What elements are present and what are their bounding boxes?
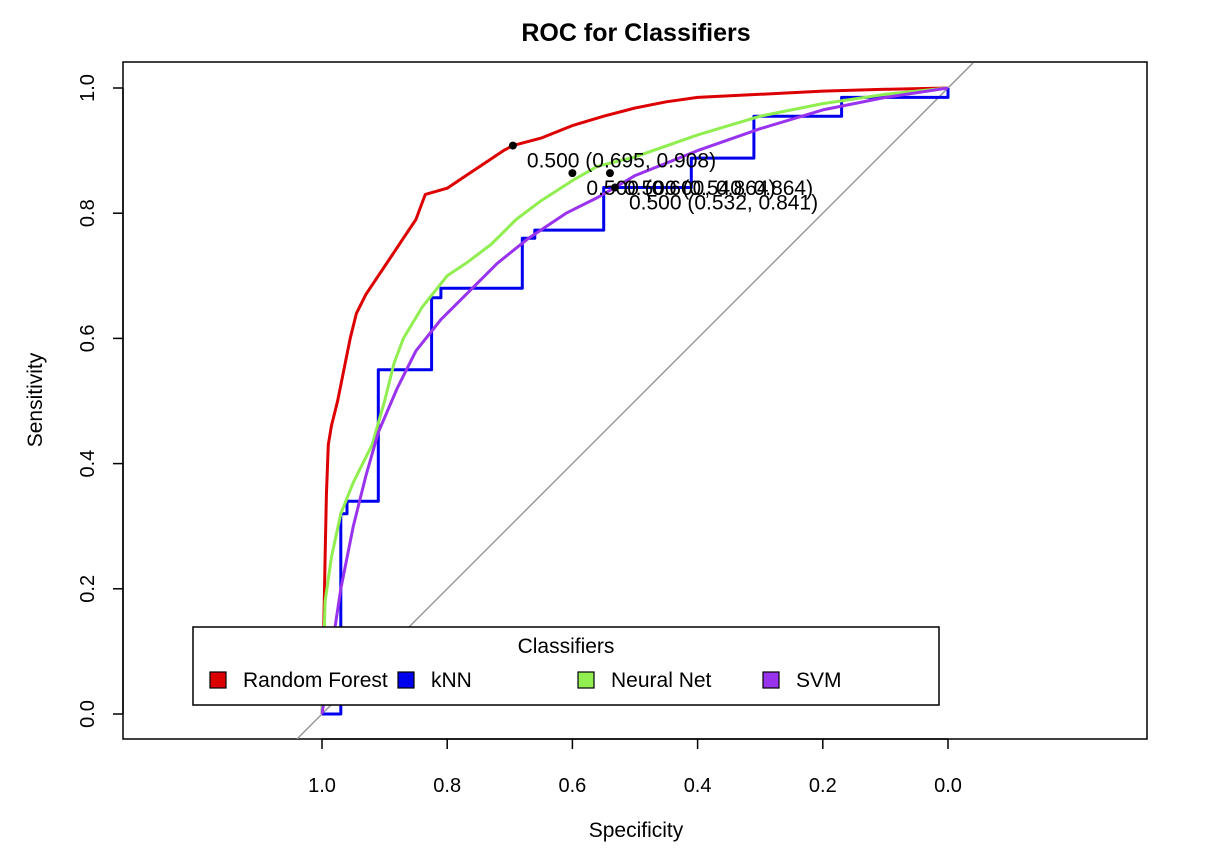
legend-swatch-random-forest xyxy=(209,671,227,689)
y-tick-label: 0.2 xyxy=(77,575,99,603)
threshold-point xyxy=(610,183,619,192)
x-tick-label: 0.4 xyxy=(684,775,712,797)
legend-label-svm: SVM xyxy=(796,669,842,692)
threshold-point xyxy=(508,141,517,150)
y-tick-label: 0.0 xyxy=(77,700,99,728)
x-axis-label: Specificity xyxy=(589,819,684,842)
legend-label-neural-net: Neural Net xyxy=(611,669,712,692)
threshold-point xyxy=(605,169,614,178)
series-line-random-forest xyxy=(320,86,949,715)
y-tick-label: 0.8 xyxy=(77,199,99,227)
plot-layer: 1.0 0.8 0.6 0.4 0.2 0.0 0.0 0.2 0.4 0.6 0.8 1.0 0.50… xyxy=(77,62,974,797)
legend-box xyxy=(192,626,940,706)
threshold-label: 0.500 (0.540, 0.864) xyxy=(624,177,813,200)
y-tick-label: 0.6 xyxy=(77,324,99,352)
legend-label-random-forest: Random Forest xyxy=(243,669,388,692)
series-line-svm xyxy=(320,86,949,715)
legend: Classifiers Random Forest kNN Neural Net SVM xyxy=(192,626,940,706)
threshold-point xyxy=(568,169,577,178)
y-tick-label: 0.4 xyxy=(77,450,99,478)
threshold-label: 0.500 (0.695, 0.908) xyxy=(527,150,716,173)
x-tick-label: 0.2 xyxy=(809,775,837,797)
threshold-label: 0.500 (0.532, 0.841) xyxy=(629,192,818,215)
y-axis-label: Sensitivity xyxy=(24,352,47,447)
y-tick-label: 1.0 xyxy=(77,74,99,102)
x-tick-label: 0.8 xyxy=(433,775,461,797)
legend-label-knn: kNN xyxy=(431,669,472,692)
legend-swatch-knn xyxy=(397,671,415,689)
x-tick-label: 1.0 xyxy=(308,775,336,797)
series-line-neural-net xyxy=(320,86,949,715)
x-tick-label: 0.0 xyxy=(934,775,962,797)
legend-title: Classifiers xyxy=(518,635,615,658)
threshold-label: 0.500 (0.600, 0.864) xyxy=(586,177,775,200)
legend-swatch-neural-net xyxy=(577,671,595,689)
x-tick-label: 0.6 xyxy=(558,775,586,797)
chart-title: ROC for Classifiers xyxy=(521,19,750,47)
legend-swatch-svm xyxy=(762,671,780,689)
